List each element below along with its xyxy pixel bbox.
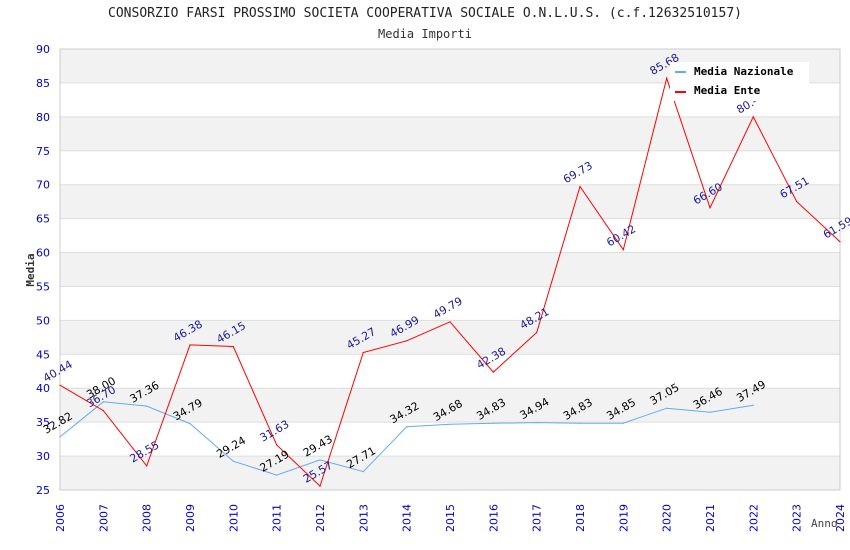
data-label: 49.79 (431, 294, 465, 321)
x-tick-label: 2009 (184, 504, 197, 532)
y-tick-label: 60 (36, 247, 50, 260)
data-point (622, 249, 624, 251)
y-tick-label: 25 (36, 484, 50, 497)
legend-label-ente: Media Ente (694, 84, 761, 97)
data-point (276, 474, 278, 476)
x-tick-label: 2018 (574, 504, 587, 532)
x-tick-label: 2013 (357, 504, 370, 532)
y-tick-label: 70 (36, 179, 50, 192)
x-tick-label: 2022 (747, 504, 760, 532)
data-point (406, 340, 408, 342)
x-tick-label: 2015 (444, 504, 457, 532)
chart-subtitle: Media Importi (378, 27, 472, 41)
data-point (319, 485, 321, 487)
grid-band (60, 116, 840, 151)
x-tick-label: 2012 (314, 504, 327, 532)
y-tick-label: 45 (36, 348, 50, 361)
data-point (666, 77, 668, 79)
y-tick-label: 85 (36, 77, 50, 90)
x-tick-label: 2021 (704, 504, 717, 532)
x-axis-ticks: 2006 2007 2008 2009 2010 2011 2012 2013 2014 2015… (54, 504, 847, 532)
x-tick-label: 2020 (661, 504, 674, 532)
x-tick-label: 2024 (834, 504, 847, 532)
y-tick-label: 40 (36, 382, 50, 395)
data-point (666, 407, 668, 409)
data-label: 40.44 (41, 358, 75, 385)
y-tick-label: 50 (36, 314, 50, 327)
data-point (102, 410, 104, 412)
series-lines (59, 76, 841, 488)
data-point (579, 185, 581, 188)
y-tick-label: 35 (36, 416, 50, 429)
x-tick-label: 2011 (271, 504, 284, 532)
data-point (709, 411, 711, 413)
y-tick-label: 80 (36, 111, 50, 124)
data-point (146, 405, 148, 407)
x-axis-label: Anno (811, 517, 838, 530)
x-tick-label: 2014 (401, 504, 414, 532)
data-point (492, 422, 494, 424)
data-point (102, 401, 104, 403)
data-point (839, 241, 841, 243)
data-point (232, 345, 234, 348)
grid-band (60, 388, 840, 423)
data-point (492, 371, 494, 373)
data-point (406, 426, 408, 428)
grid-bands (60, 49, 840, 490)
data-point (59, 384, 61, 386)
data-label: 60.42 (604, 222, 638, 249)
y-tick-label: 55 (36, 280, 50, 293)
grid-band (60, 456, 840, 490)
y-axis-ticks: 25 30 35 40 45 50 55 60 65 70 75 80 85 90 (36, 43, 50, 497)
data-point (536, 331, 538, 334)
plot-border (59, 48, 841, 491)
data-point (232, 460, 234, 462)
y-axis-label: Media (24, 253, 37, 286)
grid-band (60, 184, 840, 219)
data-point (189, 422, 191, 425)
data-point (59, 436, 61, 438)
data-point (449, 321, 451, 323)
grid-band (60, 252, 840, 287)
data-point (189, 344, 191, 346)
data-point (319, 459, 321, 461)
data-point (536, 421, 538, 424)
data-point (752, 116, 754, 118)
data-label: 32.82 (41, 410, 75, 437)
data-point (362, 351, 364, 354)
x-tick-label: 2023 (791, 504, 804, 532)
legend-box (670, 62, 809, 101)
x-tick-label: 2006 (54, 504, 67, 532)
x-tick-label: 2007 (97, 504, 110, 532)
y-tick-label: 90 (36, 43, 50, 56)
x-tick-label: 2016 (487, 504, 500, 532)
data-point (276, 444, 278, 446)
y-tick-label: 30 (36, 450, 50, 463)
data-point (796, 200, 798, 203)
grid-band (60, 320, 840, 355)
x-tick-label: 2017 (531, 504, 544, 532)
data-point (579, 422, 581, 424)
x-tick-label: 2010 (227, 504, 240, 532)
legend-label-nazionale: Media Nazionale (694, 65, 794, 78)
data-point (146, 465, 148, 467)
x-tick-label: 2019 (617, 504, 630, 532)
y-tick-label: 65 (36, 213, 50, 226)
data-point (449, 423, 451, 425)
x-tick-label: 2008 (141, 504, 154, 532)
data-point (362, 471, 364, 473)
data-label: 69.73 (561, 159, 595, 186)
y-tick-label: 75 (36, 145, 50, 158)
data-point (752, 404, 754, 406)
data-point (622, 422, 624, 424)
chart-title: CONSORZIO FARSI PROSSIMO SOCIETA COOPERA… (108, 6, 742, 21)
data-point (709, 207, 711, 209)
legend: Media Nazionale Media Ente (670, 62, 809, 101)
